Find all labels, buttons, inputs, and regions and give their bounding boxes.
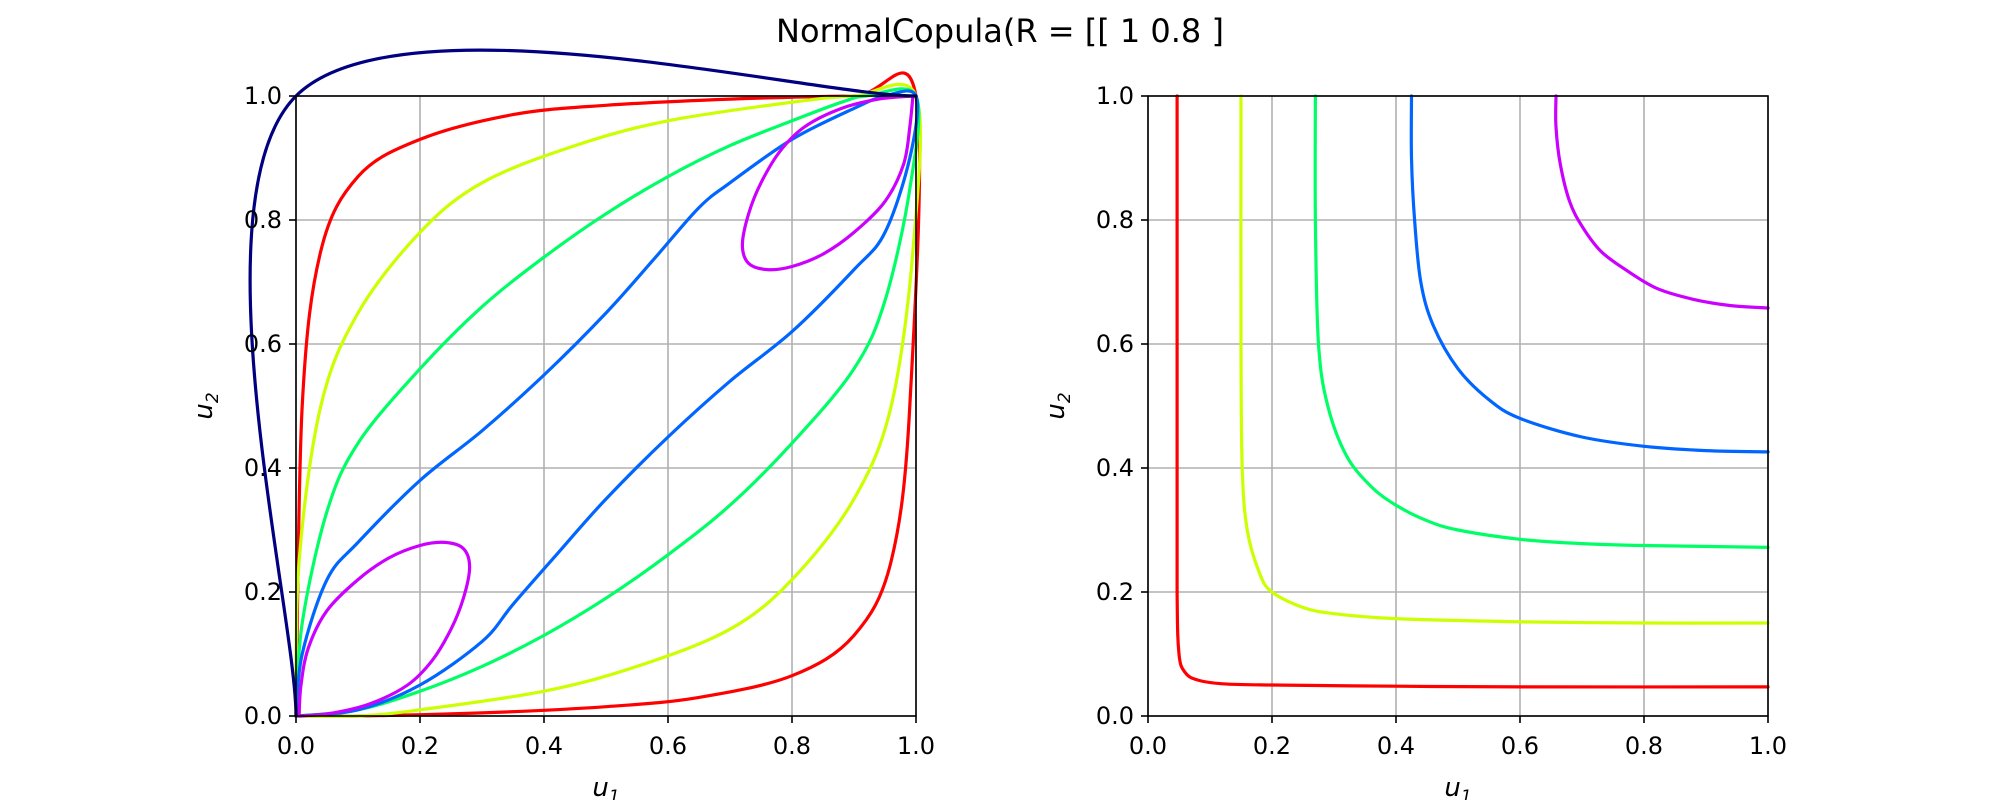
right-ytick-label: 0.2 <box>1096 578 1134 606</box>
left-panel: 0.0 0.2 0.4 0.6 0.8 1.00.00.20.40.60.81.0 u1 … <box>189 48 935 800</box>
left-ytick-label: 0.8 <box>244 206 282 234</box>
right-xtick-label: 0.2 <box>1253 732 1291 760</box>
left-ytick-label: 0.4 <box>244 454 282 482</box>
right-ytick-label: 0.8 <box>1096 206 1134 234</box>
right-contour-line <box>1313 94 1770 549</box>
right-contour-line <box>1409 94 1770 454</box>
left-xtick-label: 0.0 <box>277 732 315 760</box>
left-axes-frame <box>295 95 917 717</box>
left-xtick-label: 0.6 <box>649 732 687 760</box>
right-ticks: 0.0 0.2 0.4 0.6 0.8 1.0 0.0 0.2 0.4 0.6 0.8 1.0 <box>1096 82 1787 760</box>
right-curves <box>1175 94 1770 689</box>
left-xtick-label: 0.2 <box>401 732 439 760</box>
right-ylabel: u2 <box>1041 392 1075 419</box>
right-panel: 0.0 0.2 0.4 0.6 0.8 1.00.00.20.40.60.81.0 u1 … <box>1041 82 1787 800</box>
right-ytick-label: 0.6 <box>1096 330 1134 358</box>
left-contour-line <box>294 89 920 718</box>
right-contour-line <box>1554 94 1770 310</box>
right-xtick-label: 0.8 <box>1625 732 1663 760</box>
left-ytick-label: 0.0 <box>244 702 282 730</box>
left-ytick-label: 0.6 <box>244 330 282 358</box>
left-xtick-label: 0.8 <box>773 732 811 760</box>
right-xtick-label: 0.6 <box>1501 732 1539 760</box>
left-contour-line <box>297 540 472 718</box>
left-contour-line <box>248 48 918 718</box>
right-ytick-label: 0.4 <box>1096 454 1134 482</box>
right-ytick-label: 0.0 <box>1096 702 1134 730</box>
right-contour-line <box>1175 94 1770 689</box>
left-ylabel: u2 <box>189 392 223 419</box>
right-xtick-label: 0.4 <box>1377 732 1415 760</box>
right-xlabel: u1 <box>1444 773 1471 800</box>
left-ytick-label: 0.2 <box>244 578 282 606</box>
left-ytick-label: 1.0 <box>244 82 282 110</box>
left-ticks: 0.0 0.2 0.4 0.6 0.8 1.0 0.0 0.2 0.4 0.6 0.8 1.0 <box>244 82 935 760</box>
left-xtick-label: 1.0 <box>897 732 935 760</box>
right-xtick-label: 0.0 <box>1129 732 1167 760</box>
right-contour-line <box>1239 94 1770 625</box>
right-axes-frame <box>1147 95 1769 717</box>
right-ytick-label: 1.0 <box>1096 82 1134 110</box>
right-xtick-label: 1.0 <box>1749 732 1787 760</box>
left-contour-line <box>294 71 922 718</box>
left-xtick-label: 0.4 <box>525 732 563 760</box>
left-contour-line <box>740 94 915 272</box>
left-curves <box>248 48 923 719</box>
left-xlabel: u1 <box>592 773 619 800</box>
left-contour-line <box>294 87 921 718</box>
figure-title: NormalCopula(R = [[ 1 0.8 ] <box>776 12 1224 50</box>
